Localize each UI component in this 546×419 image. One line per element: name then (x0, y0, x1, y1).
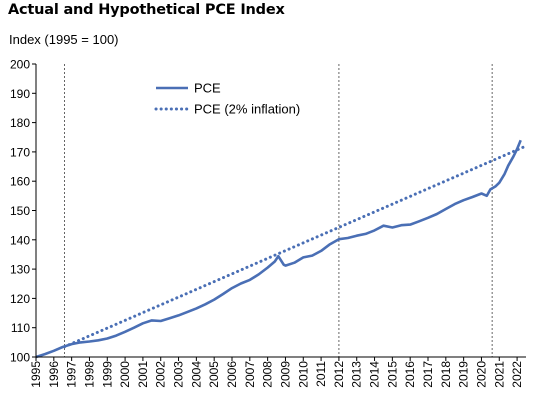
x-tick-label: 2018 (439, 361, 453, 388)
x-tick-label: 2021 (492, 361, 506, 388)
x-tick-label: 1999 (100, 361, 114, 388)
x-tick-label: 1998 (82, 361, 96, 388)
axes (32, 63, 526, 361)
chart-title: Actual and Hypothetical PCE Index (8, 2, 285, 18)
y-tick-label: 160 (10, 175, 30, 189)
x-tick-label: 2005 (207, 361, 221, 388)
x-tick-label: 2017 (421, 361, 435, 388)
y-tick-label: 100 (10, 351, 30, 365)
x-tick-label: 2014 (368, 361, 382, 388)
y-tick-label: 170 (10, 145, 30, 159)
y-tick-labels: 100 110 120 130 140 150 160 170 180 190 200 (10, 58, 30, 365)
reference-lines (64, 64, 493, 357)
x-tick-label: 2006 (225, 361, 239, 388)
x-tick-label: 2011 (314, 361, 328, 387)
y-tick-label: 200 (10, 58, 30, 72)
x-tick-label: 2013 (350, 361, 364, 388)
x-tick-label: 2003 (172, 361, 186, 388)
x-tick-label: 2019 (457, 361, 471, 388)
legend-label-pce-2pct: PCE (2% inflation) (194, 102, 300, 117)
x-tick-label: 2012 (332, 361, 346, 388)
y-tick-label: 130 (10, 263, 30, 277)
x-tick-label: 1995 (29, 361, 43, 388)
x-tick-label: 2001 (136, 361, 150, 388)
y-tick-label: 120 (10, 292, 30, 306)
legend: PCE PCE (2% inflation) (154, 81, 300, 117)
series-group (35, 139, 528, 359)
x-tick-label: 2020 (474, 361, 488, 388)
y-tick-label: 190 (10, 87, 30, 101)
x-tick-label: 2022 (510, 361, 524, 388)
x-tick-label: 2007 (243, 361, 257, 388)
x-tick-label: 1996 (47, 361, 61, 388)
x-tick-label: 1997 (65, 361, 79, 388)
x-tick-label: 2000 (118, 361, 132, 388)
y-tick-label: 110 (11, 321, 30, 335)
series-line-0 (35, 139, 522, 359)
x-tick-label: 2004 (189, 361, 203, 388)
legend-label-pce: PCE (194, 81, 221, 96)
x-tick-labels: 1995 1996 1997 1998 1999 2000 2001 2002 2003 2004… (29, 361, 524, 388)
y-axis-label: Index (1995 = 100) (9, 32, 119, 47)
x-tick-label: 2002 (154, 361, 168, 388)
x-tick-label: 2016 (403, 361, 417, 388)
x-tick-label: 2010 (296, 361, 310, 388)
y-tick-label: 150 (10, 204, 30, 218)
x-tick-label: 2008 (261, 361, 275, 388)
series-line-1 (63, 144, 528, 349)
x-tick-label: 2009 (278, 361, 292, 388)
y-tick-label: 180 (10, 116, 30, 130)
x-tick-label: 2015 (385, 361, 399, 388)
y-tick-label: 140 (10, 233, 30, 247)
